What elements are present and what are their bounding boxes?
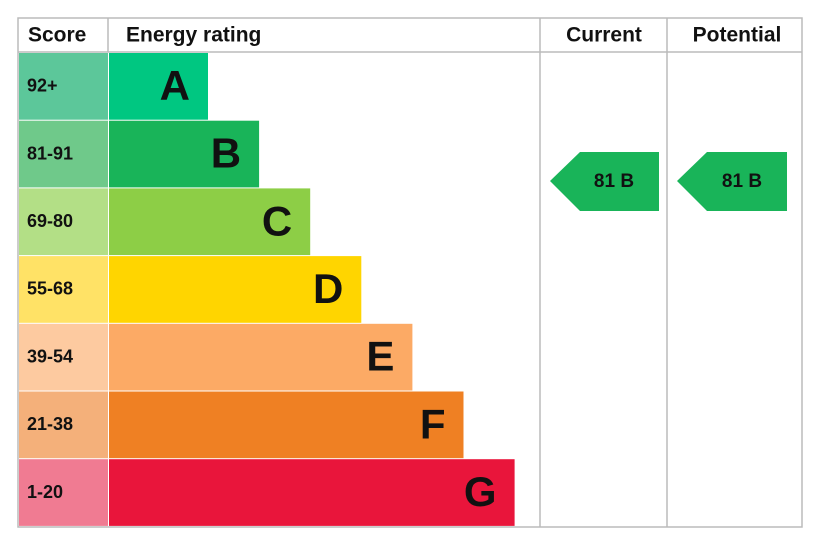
rating-bar (109, 323, 413, 391)
rating-bar (109, 459, 515, 526)
rating-bar (109, 391, 464, 459)
rating-letter: E (366, 333, 394, 380)
rating-letter: G (464, 468, 497, 515)
score-cell (19, 53, 108, 120)
header-current: Current (566, 24, 642, 47)
score-label: 55-68 (27, 279, 73, 299)
bands: 92+ A 81-91 B 69-80 C 55-68 D 39-54 E 21-38 F 1-20 G (19, 53, 515, 526)
rating-letter: D (313, 265, 343, 312)
score-label: 39-54 (27, 346, 73, 366)
rating-bar (109, 53, 208, 120)
score-cell (19, 188, 108, 256)
rating-letter: A (160, 62, 190, 109)
score-cell (19, 323, 108, 391)
rating-letter: B (211, 130, 241, 177)
score-label: 21-38 (27, 414, 73, 434)
header-score: Score (28, 24, 86, 47)
score-label: 1-20 (27, 482, 63, 502)
current-arrow (550, 152, 659, 211)
header-rating: Energy rating (126, 24, 261, 47)
current-label: 81 B (594, 171, 634, 192)
score-cell (19, 256, 108, 323)
score-cell (19, 459, 108, 526)
rating-bar (109, 256, 362, 323)
potential-label: 81 B (722, 171, 762, 192)
header-potential: Potential (693, 24, 782, 47)
rating-letter: C (262, 197, 292, 244)
score-label: 69-80 (27, 211, 73, 231)
potential-arrow (677, 152, 787, 211)
rating-letter: F (420, 400, 446, 447)
rating-bar (109, 120, 260, 188)
score-label: 81-91 (27, 143, 73, 163)
score-cell (19, 120, 108, 188)
score-cell (19, 391, 108, 459)
rating-bar (109, 188, 311, 256)
score-label: 92+ (27, 76, 58, 96)
